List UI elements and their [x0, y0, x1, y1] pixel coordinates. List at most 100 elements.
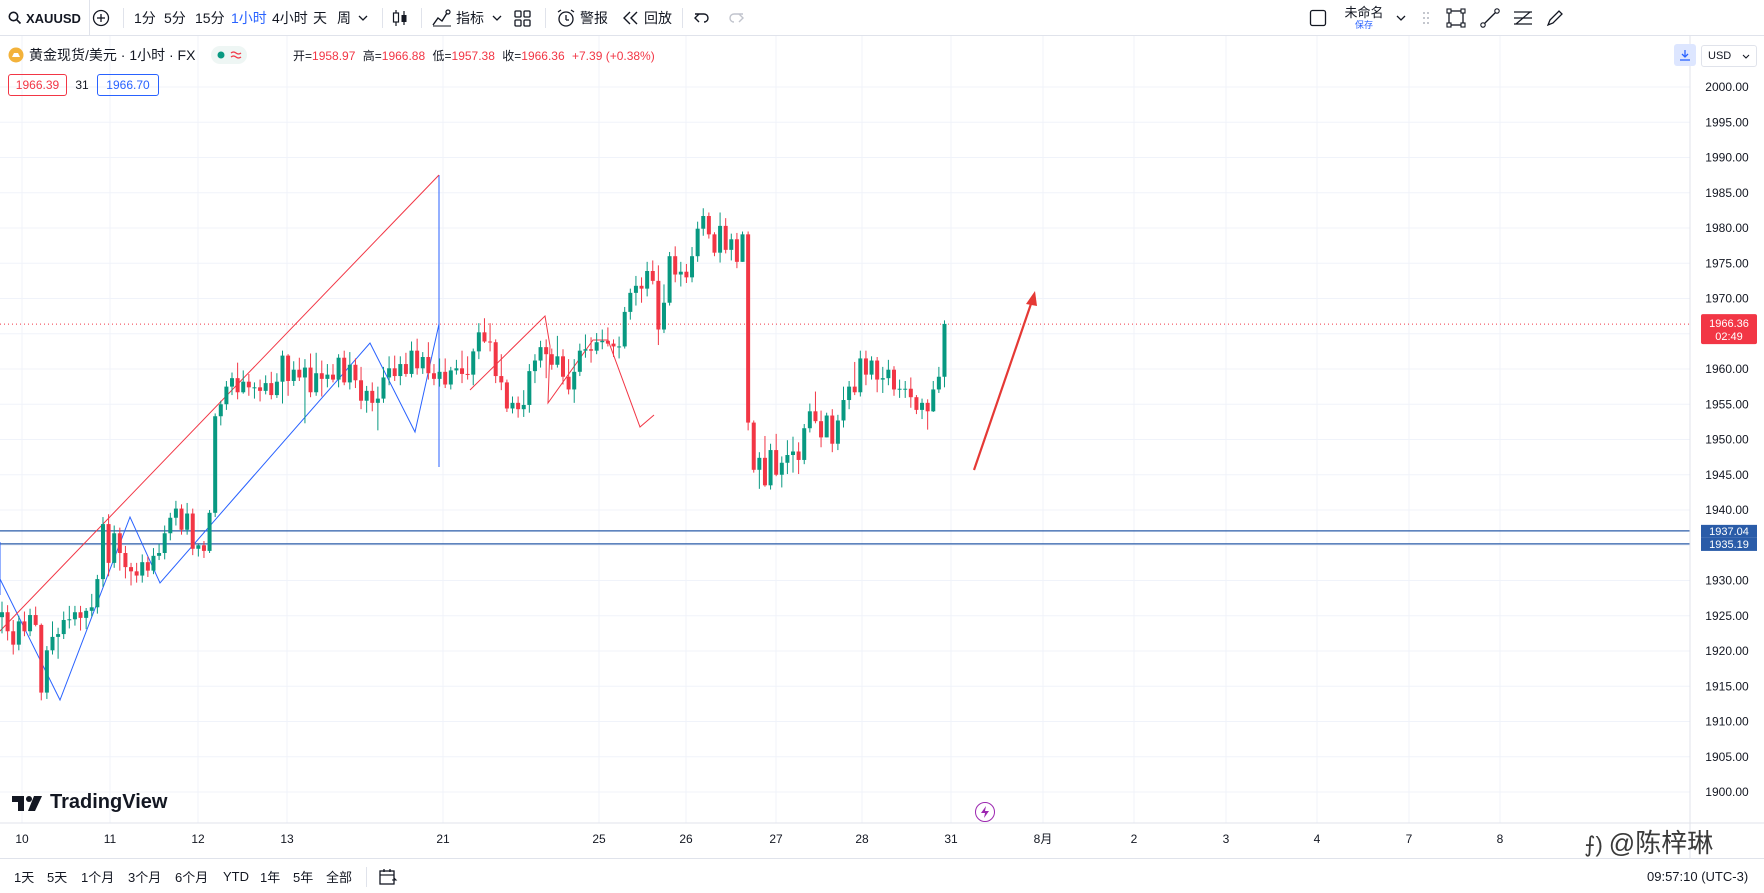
- chart-type-button[interactable]: [392, 0, 408, 36]
- toolbar-separator: [421, 8, 422, 28]
- currency-select[interactable]: USD: [1701, 45, 1757, 67]
- interval-4h[interactable]: 4小时: [272, 10, 308, 26]
- range-1m[interactable]: 1个月: [81, 870, 115, 885]
- range-all[interactable]: 全部: [326, 870, 353, 885]
- fib-tool[interactable]: [1512, 0, 1534, 36]
- indicators-dropdown[interactable]: [492, 0, 504, 36]
- time-tick-label: 26: [679, 832, 693, 846]
- redo-button[interactable]: [728, 0, 744, 36]
- candle: [819, 410, 824, 448]
- candle-body: [207, 512, 212, 551]
- candle-body: [824, 415, 829, 438]
- buy-price-box[interactable]: 1966.70: [97, 74, 159, 96]
- dots-icon: [1423, 12, 1429, 24]
- candle: [224, 380, 229, 410]
- compare-symbol-button[interactable]: [92, 0, 112, 36]
- interval-1d[interactable]: 天: [313, 10, 327, 26]
- news-event-marker[interactable]: [975, 802, 995, 822]
- candle-body: [673, 256, 678, 275]
- tradingview-logo[interactable]: TradingView: [12, 791, 167, 814]
- candle: [471, 348, 476, 386]
- candle-body: [213, 416, 218, 513]
- price-tick-label: 1940.00: [1705, 503, 1749, 517]
- interval-1w[interactable]: 周: [337, 10, 351, 26]
- candle: [213, 413, 218, 518]
- candle: [493, 339, 498, 384]
- symbol-title[interactable]: 黄金现货/美元 · 1小时 · FX: [29, 47, 196, 63]
- candle-body: [774, 450, 779, 475]
- interval-1h[interactable]: 1小时: [231, 10, 267, 26]
- candle-body: [869, 360, 874, 375]
- range-6m[interactable]: 6个月: [175, 870, 209, 885]
- candle-body: [50, 636, 55, 651]
- auto-scale-button[interactable]: [1674, 44, 1696, 66]
- candle-body: [230, 378, 235, 387]
- interval-1m[interactable]: 1分: [134, 10, 156, 26]
- layout-dropdown[interactable]: [1396, 0, 1408, 36]
- candle-body: [639, 285, 644, 289]
- candle-body: [476, 332, 481, 352]
- candle-body: [891, 369, 896, 390]
- bottom-toolbar: 1天 5天 1个月 3个月 6个月 YTD 1年 5年 全部 09:57:10 …: [0, 858, 1764, 893]
- interval-15m[interactable]: 15分: [195, 10, 225, 26]
- time-tick-label: 8月: [1034, 832, 1053, 846]
- candle-body: [841, 400, 846, 421]
- candle: [409, 341, 414, 378]
- candle: [768, 443, 773, 490]
- candle-body: [330, 374, 335, 380]
- drag-handle[interactable]: [1422, 0, 1430, 36]
- candle-body: [336, 357, 341, 380]
- candle-body: [796, 451, 801, 460]
- candle-body: [701, 216, 706, 229]
- candle: [190, 508, 195, 556]
- clock-timezone[interactable]: 09:57:10 (UTC-3): [1647, 869, 1749, 884]
- candle: [718, 212, 723, 263]
- rectangle-tool-icon: [1446, 8, 1466, 28]
- candle-body: [504, 382, 509, 409]
- alert-button[interactable]: 警报: [556, 0, 608, 36]
- price-tick-label: 2000.00: [1705, 80, 1749, 94]
- brush-tool[interactable]: [1545, 0, 1565, 36]
- symbol-search-button[interactable]: XAUUSD: [0, 0, 90, 36]
- candle: [605, 327, 610, 347]
- go-to-date-button[interactable]: [378, 859, 398, 893]
- candle-body: [112, 533, 117, 563]
- interval-dropdown[interactable]: [358, 0, 372, 36]
- templates-button[interactable]: [514, 0, 531, 36]
- fullscreen-toggle[interactable]: [1309, 0, 1327, 36]
- candle-body: [319, 373, 324, 379]
- candle-body: [375, 398, 380, 403]
- undo-button[interactable]: [694, 0, 710, 36]
- toolbar-separator: [545, 8, 546, 28]
- range-1y[interactable]: 1年: [260, 870, 281, 885]
- candle-body: [185, 513, 190, 530]
- rectangle-tool[interactable]: [1445, 0, 1467, 36]
- candle: [723, 218, 728, 254]
- candle-body: [286, 355, 291, 381]
- low-value: 1957.38: [451, 49, 495, 63]
- interval-5m[interactable]: 5分: [164, 10, 186, 26]
- market-status-dot[interactable]: [211, 46, 248, 64]
- range-5d[interactable]: 5天: [47, 870, 68, 885]
- range-1d[interactable]: 1天: [14, 870, 35, 885]
- candle: [521, 390, 526, 417]
- candle: [398, 356, 403, 386]
- range-5y[interactable]: 5年: [293, 870, 314, 885]
- candle-body: [852, 386, 857, 393]
- range-ytd[interactable]: YTD: [223, 869, 249, 884]
- candle: [72, 605, 77, 626]
- candle-body: [297, 369, 302, 378]
- trend-line-tool[interactable]: [1479, 0, 1501, 36]
- candle: [123, 545, 128, 579]
- replay-button[interactable]: 回放: [622, 0, 672, 36]
- indicators-button[interactable]: 指标: [432, 0, 484, 36]
- layout-name-button[interactable]: 未命名 保存: [1340, 0, 1388, 36]
- sell-price-box[interactable]: 1966.39: [8, 74, 67, 96]
- range-3m[interactable]: 3个月: [128, 870, 162, 885]
- candle-body: [280, 355, 285, 382]
- candle: [330, 364, 335, 383]
- candle: [0, 601, 4, 634]
- candle: [201, 541, 206, 558]
